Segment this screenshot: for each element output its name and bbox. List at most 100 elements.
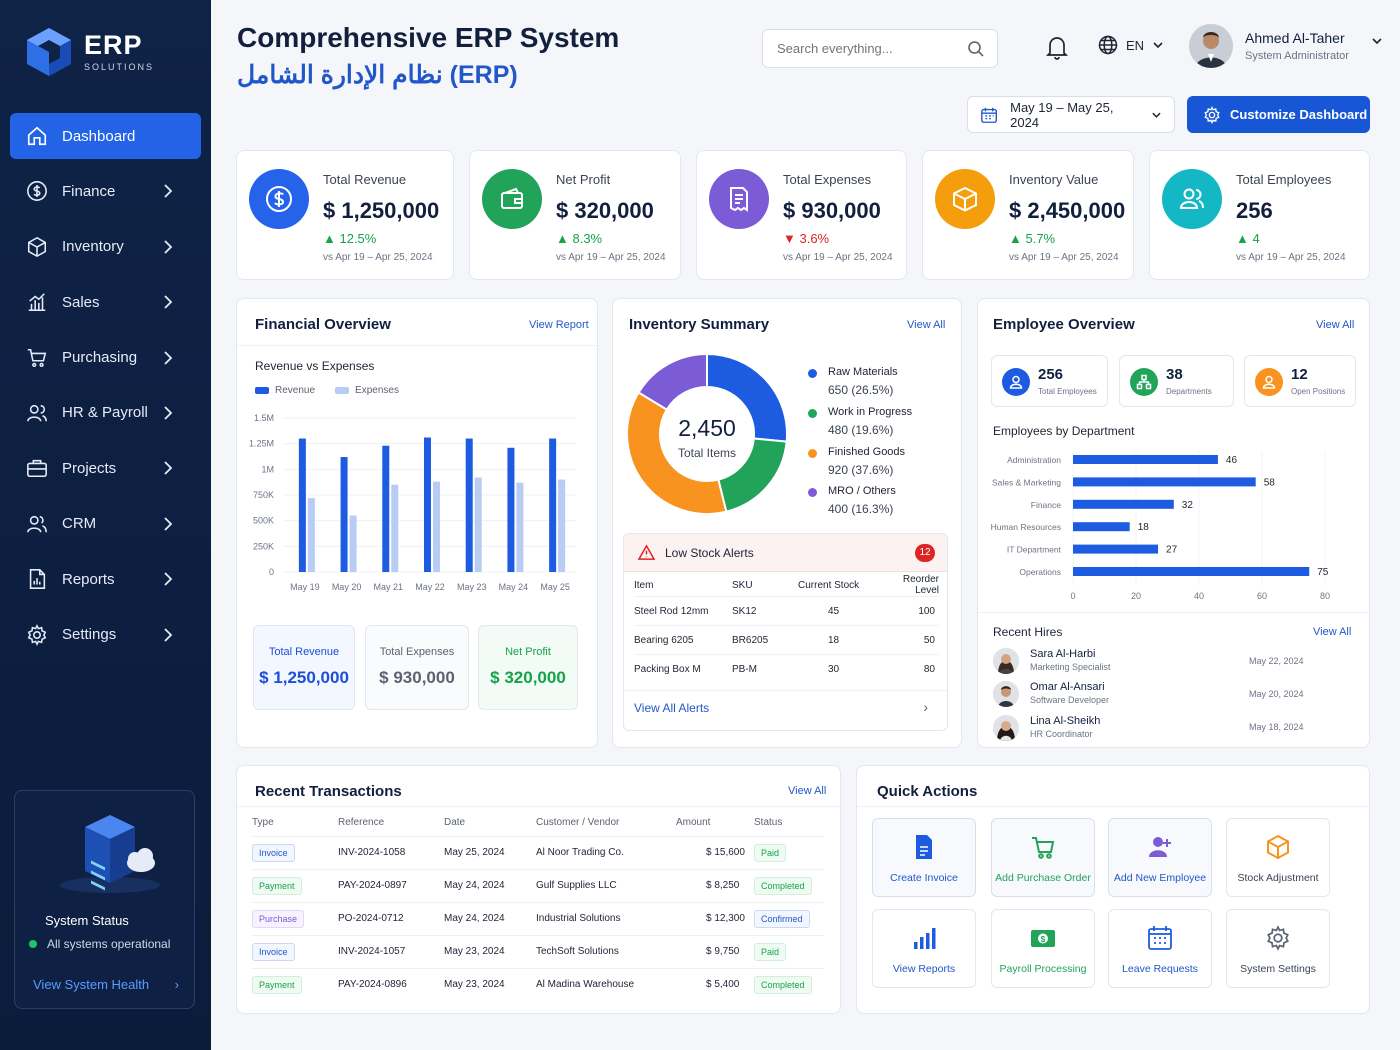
kpi-card-total-employees[interactable]: Total Employees 256 ▲ 4 vs Apr 19 – Apr … (1149, 150, 1370, 280)
logo-subtitle: SOLUTIONS (84, 62, 155, 72)
column-header: Customer / Vendor (536, 817, 620, 829)
quick-action-label: Leave Requests (1122, 963, 1198, 975)
stat-card-departments[interactable]: 38 Departments (1119, 355, 1234, 407)
notification-bell-icon[interactable] (1045, 34, 1069, 60)
status-cell: Paid (754, 934, 824, 968)
leave-requests-button[interactable]: Leave Requests (1108, 909, 1212, 988)
quick-action-label: Stock Adjustment (1237, 872, 1319, 884)
view-system-health-link[interactable]: View System Health › (33, 977, 179, 992)
legend-item-work-in-progress: Work in Progress 480 (19.6%) (808, 406, 912, 437)
quick-action-label: System Settings (1240, 963, 1316, 975)
search-input[interactable] (777, 41, 957, 56)
stat-card-open-positions[interactable]: 12 Open Positions (1244, 355, 1356, 407)
quick-action-label: Payroll Processing (999, 963, 1087, 975)
category-label: Administration (1007, 455, 1061, 465)
sidebar-item-inventory[interactable]: Inventory (10, 224, 201, 270)
report-icon (29, 569, 46, 590)
sidebar-item-label: CRM (62, 515, 97, 533)
system-settings-button[interactable]: System Settings (1226, 909, 1330, 988)
x-tick-label: May 23 (457, 582, 487, 592)
legend-item-raw-materials: Raw Materials 650 (26.5%) (808, 366, 898, 397)
dollar-icon (266, 186, 292, 212)
transactions-view-all-link[interactable]: View All (788, 785, 827, 797)
user-menu[interactable]: Ahmed Al-Taher System Administrator (1189, 24, 1383, 68)
bar-expenses (307, 498, 315, 572)
table-row[interactable]: Steel Rod 12mm SK12 45 100 (634, 596, 939, 626)
search-box[interactable] (762, 29, 998, 68)
stock-cell: 45 (798, 596, 878, 626)
kpi-icon-bg (1162, 169, 1222, 229)
legend-count: 650 (828, 383, 849, 397)
add-purchase-order-button[interactable]: Add Purchase Order (991, 818, 1095, 897)
kpi-change: ▲ 12.5% (323, 231, 377, 246)
list-item[interactable]: Sara Al-Harbi Marketing Specialist (993, 648, 1111, 674)
transactions-table: Type Reference Date Customer / Vendor Am… (252, 810, 824, 1001)
avatar (993, 681, 1019, 707)
quick-action-label: Create Invoice (890, 872, 958, 884)
table-row[interactable]: Invoice INV-2024-1058 May 25, 2024 Al No… (252, 835, 824, 869)
table-row[interactable]: Bearing 6205 BR6205 18 50 (634, 625, 939, 655)
list-item[interactable]: Lina Al-Sheikh HR Coordinator (993, 715, 1100, 741)
sidebar-item-reports[interactable]: Reports (10, 556, 201, 602)
table-row[interactable]: Invoice INV-2024-1057 May 23, 2024 TechS… (252, 934, 824, 968)
create-invoice-button[interactable]: Create Invoice (872, 818, 976, 897)
table-row[interactable]: Packing Box M PB-M 30 80 (634, 654, 939, 684)
hire-avatar-image (993, 648, 1019, 674)
sidebar-item-settings[interactable]: Settings (10, 612, 201, 658)
kpi-card-inventory-value[interactable]: Inventory Value $ 2,450,000 ▲ 5.7% vs Ap… (922, 150, 1134, 280)
date-range-picker[interactable]: May 19 – May 25, 2024 (967, 96, 1175, 133)
column-header: Reference (338, 817, 385, 829)
table-row[interactable]: Purchase PO-2024-0712 May 24, 2024 Indus… (252, 901, 824, 935)
customize-dashboard-button[interactable]: Customize Dashboard (1187, 96, 1370, 133)
view-report-link[interactable]: View Report (529, 319, 589, 331)
hire-date: May 18, 2024 (1249, 722, 1304, 732)
view-reports-button[interactable]: View Reports (872, 909, 976, 988)
stat-label: Total Employees (1038, 387, 1097, 396)
kpi-card-total-revenue[interactable]: Total Revenue $ 1,250,000 ▲ 12.5% vs Apr… (236, 150, 454, 280)
view-all-alerts-link[interactable]: View All Alerts › (634, 699, 934, 715)
sidebar-item-finance[interactable]: Finance (10, 168, 201, 214)
payroll-processing-button[interactable]: $ Payroll Processing (991, 909, 1095, 988)
divider (237, 806, 840, 807)
x-tick-label: 20 (1131, 591, 1141, 601)
sidebar-item-hr-payroll[interactable]: HR & Payroll (10, 390, 201, 436)
x-tick-label: May 20 (332, 582, 362, 592)
sidebar-item-dashboard[interactable]: Dashboard (10, 113, 201, 159)
legend-count: 920 (828, 463, 849, 477)
logo[interactable]: ERP SOLUTIONS (24, 26, 154, 78)
y-tick-label: 1.25M (249, 439, 274, 449)
table-row[interactable]: Payment PAY-2024-0896 May 23, 2024 Al Ma… (252, 967, 824, 1001)
user-name: Ahmed Al-Taher (1245, 30, 1345, 46)
add-new-employee-button[interactable]: Add New Employee (1108, 818, 1212, 897)
chevron-down-icon (1372, 38, 1382, 45)
stat-card-total-employees[interactable]: 256 Total Employees (991, 355, 1108, 407)
sidebar-item-label: Finance (62, 182, 116, 200)
divider (237, 345, 597, 346)
stock-adjustment-button[interactable]: Stock Adjustment (1226, 818, 1330, 897)
sidebar-item-projects[interactable]: Projects (10, 445, 201, 491)
employees-by-department-chart: 0 20 40 60 80 Administration 46 Sales & Marketi… (991, 451, 1330, 601)
kpi-change: ▼ 3.6% (783, 231, 830, 246)
stat-icon-bg (1130, 368, 1158, 396)
employee-view-all-link[interactable]: View All (1316, 319, 1355, 331)
sku-cell: SK12 (732, 596, 798, 626)
language-selector[interactable]: EN (1098, 35, 1164, 55)
inventory-view-all-link[interactable]: View All (907, 319, 946, 331)
sidebar-item-purchasing[interactable]: Purchasing (10, 335, 201, 381)
recent-hires-view-all-link[interactable]: View All (1313, 626, 1352, 638)
legend-item-finished-goods: Finished Goods 920 (37.6%) (808, 446, 905, 477)
table-row[interactable]: Payment PAY-2024-0897 May 24, 2024 Gulf … (252, 868, 824, 902)
revenue-expenses-subtitle: Revenue vs Expenses (255, 359, 375, 373)
kpi-card-total-expenses[interactable]: Total Expenses $ 930,000 ▼ 3.6% vs Apr 1… (696, 150, 907, 280)
hire-avatar-image (993, 715, 1019, 741)
kpi-icon-bg (935, 169, 995, 229)
bar-expenses (391, 484, 399, 572)
y-tick-label: 250K (253, 541, 274, 551)
chevron-right-icon: › (174, 977, 179, 992)
legend-name: Raw Materials (828, 366, 898, 378)
sidebar-item-crm[interactable]: CRM (10, 501, 201, 547)
kpi-card-net-profit[interactable]: Net Profit $ 320,000 ▲ 8.3% vs Apr 19 – … (469, 150, 681, 280)
list-item[interactable]: Omar Al-Ansari Software Developer (993, 681, 1109, 707)
sidebar-item-sales[interactable]: Sales (10, 279, 201, 325)
bar-expenses (558, 479, 566, 572)
